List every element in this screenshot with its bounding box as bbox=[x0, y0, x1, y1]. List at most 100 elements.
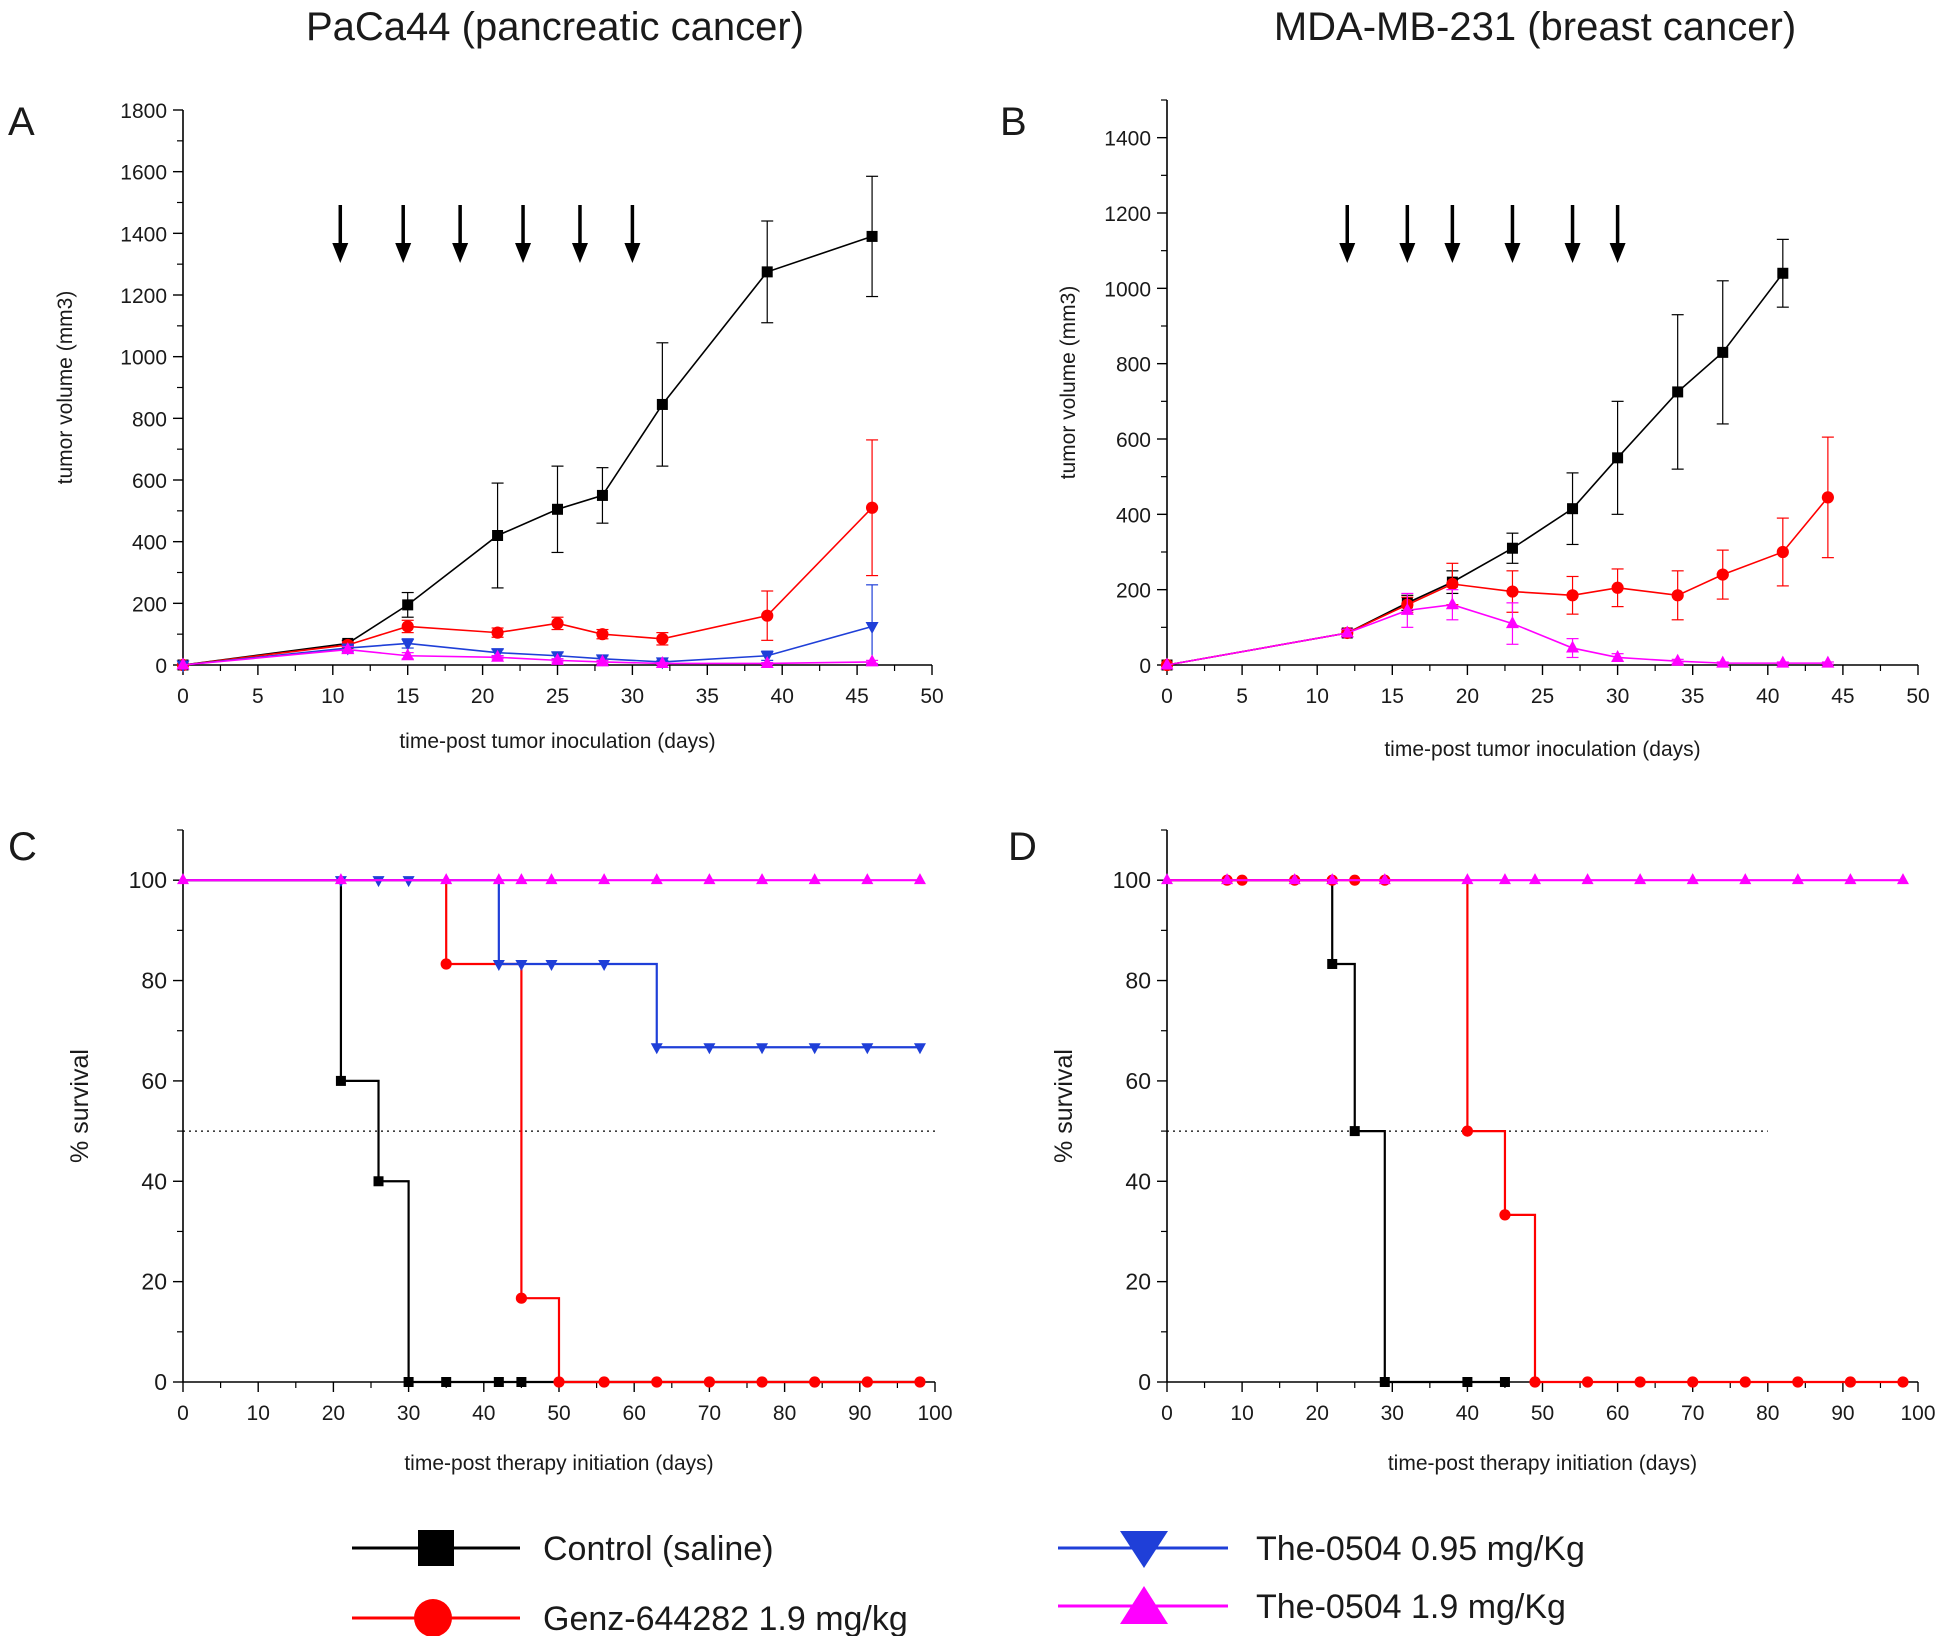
panel-a-dosing-arrowhead bbox=[515, 243, 532, 263]
panel-a-point-the19 bbox=[595, 654, 609, 667]
panel-d-point-genz bbox=[1739, 1376, 1751, 1388]
panel-b-dosing-arrowhead bbox=[1399, 243, 1416, 263]
panel-c-y-tick-label: 80 bbox=[141, 968, 167, 994]
panel-a-x-tick-label: 20 bbox=[471, 685, 494, 708]
panel-c-point-control bbox=[516, 1377, 527, 1387]
panel-a-dosing-arrowhead bbox=[332, 243, 349, 263]
panel-c-point-the095 bbox=[703, 1043, 716, 1055]
panel-c-point-the19 bbox=[492, 873, 505, 885]
panel-c-x-axis-title: time-post therapy initiation (days) bbox=[404, 1452, 713, 1475]
panel-c-x-tick-label: 0 bbox=[177, 1402, 189, 1425]
panel-b-x-tick-label: 30 bbox=[1606, 685, 1629, 708]
panel-c-x-tick-label: 60 bbox=[623, 1402, 646, 1425]
panel-b-y-axis-title: tumor volume (mm3) bbox=[1057, 286, 1080, 480]
panel-a-y-tick-label: 0 bbox=[155, 655, 167, 678]
legend-marker-the095 bbox=[1120, 1531, 1168, 1568]
panel-a-point-genz bbox=[656, 632, 669, 645]
panel-c-point-the095 bbox=[650, 1043, 663, 1055]
panel-c-x-tick-label: 70 bbox=[698, 1402, 721, 1425]
panel-a-line-genz bbox=[182, 507, 873, 666]
panel-b-x-axis-title: time-post tumor inoculation (days) bbox=[1384, 738, 1700, 761]
panel-a-y-axis-title: tumor volume (mm3) bbox=[54, 291, 77, 485]
panel-c-point-the19 bbox=[808, 873, 821, 885]
panel-d-point-genz bbox=[1897, 1376, 1909, 1388]
panel-d-point-the19 bbox=[1221, 873, 1234, 885]
panel-b-x-tick-label: 45 bbox=[1831, 685, 1854, 708]
panel-c-x-tick-label: 40 bbox=[472, 1402, 495, 1425]
panel-a-y-tick-label: 1800 bbox=[120, 100, 167, 123]
panel-a-x-tick-label: 5 bbox=[252, 685, 264, 708]
panel-c-point-the19 bbox=[515, 873, 528, 885]
panel-b-line-the19 bbox=[1166, 603, 1828, 666]
panel-b-point-genz bbox=[1776, 545, 1789, 559]
panel-a-point-genz bbox=[401, 620, 414, 633]
panel-a-point-control bbox=[866, 230, 878, 242]
legend-item-genz: Genz-644282 1.9 mg/kg bbox=[352, 1599, 908, 1636]
panel-b-y-tick-label: 1200 bbox=[1104, 203, 1151, 226]
panel-b-point-the19 bbox=[1340, 625, 1354, 638]
panel-d-point-genz bbox=[1792, 1376, 1804, 1388]
panel-c-series-the095 bbox=[183, 876, 926, 1055]
panel-b-x-tick-label: 50 bbox=[1906, 685, 1929, 708]
panel-a-x-tick-label: 10 bbox=[321, 685, 344, 708]
panel-c-y-tick-label: 100 bbox=[129, 867, 167, 893]
panel-b-line-genz bbox=[1166, 496, 1829, 666]
panel-b-point-control bbox=[1717, 346, 1729, 358]
panel-c-x-tick-label: 90 bbox=[848, 1402, 871, 1425]
panel-d-x-tick-label: 40 bbox=[1456, 1402, 1479, 1425]
panel-c-point-the095 bbox=[515, 959, 528, 971]
panel-b-point-the19 bbox=[1400, 602, 1414, 615]
panel-a-point-the19 bbox=[865, 654, 879, 667]
legend-marker-genz bbox=[414, 1599, 452, 1636]
panel-d-survival-chart: 0 10 20 30 40 50 60 70 80 90 100 0 20 40 60 80 100 time-p… bbox=[1050, 829, 1936, 1475]
panel-d-y-tick-label: 20 bbox=[1125, 1269, 1151, 1295]
panel-a-series-genz bbox=[176, 439, 879, 672]
panel-d-step-line-genz bbox=[1167, 879, 1903, 1384]
panel-a-point-the19 bbox=[655, 655, 669, 668]
panel-b-x-tick-label: 0 bbox=[1161, 685, 1173, 708]
panel-a-y-tick-label: 1200 bbox=[120, 285, 167, 308]
panel-a-x-tick-label: 30 bbox=[621, 685, 644, 708]
panel-c-series-control bbox=[183, 879, 920, 1387]
panel-a-dosing-arrowhead bbox=[624, 243, 641, 263]
panel-a-point-control bbox=[492, 530, 504, 541]
panel-b-tumor-volume-chart: 0 5 10 15 20 25 30 35 40 45 50 0 200 400 600 800 1000 120… bbox=[1057, 99, 1930, 761]
panel-b-point-genz bbox=[1446, 577, 1459, 591]
panel-d-point-genz bbox=[1581, 1376, 1594, 1388]
panel-d-x-tick-label: 20 bbox=[1306, 1402, 1329, 1425]
panel-a-point-control bbox=[656, 398, 668, 410]
legend-item-the095: The-0504 0.95 mg/Kg bbox=[1058, 1530, 1585, 1568]
panel-c-series-the19 bbox=[177, 873, 926, 885]
panel-a-y-tick-label: 800 bbox=[132, 408, 167, 431]
panel-d-y-tick-label: 80 bbox=[1125, 968, 1151, 994]
panel-b-point-control bbox=[1777, 267, 1789, 279]
panel-c-point-the19 bbox=[334, 873, 347, 885]
panel-a-y-tick-label: 400 bbox=[132, 532, 167, 555]
panel-a-line-control bbox=[182, 235, 873, 666]
panel-b-series-the19 bbox=[1160, 589, 1835, 670]
panel-b-point-control bbox=[1612, 452, 1624, 464]
panel-a-x-tick-label: 15 bbox=[396, 685, 419, 708]
panel-a-dosing-arrowhead bbox=[395, 243, 412, 263]
panel-d-point-the19 bbox=[1288, 873, 1301, 885]
panel-a-x-tick-label: 0 bbox=[177, 685, 189, 708]
panel-b-y-tick-label: 800 bbox=[1116, 354, 1151, 377]
panel-c-point-control bbox=[373, 1176, 384, 1187]
panel-d-x-tick-label: 10 bbox=[1230, 1402, 1253, 1425]
panel-c-x-tick-label: 10 bbox=[247, 1402, 270, 1425]
panel-c-point-the095 bbox=[492, 959, 505, 971]
panel-a-dosing-arrowhead bbox=[452, 243, 469, 263]
legend-label-genz: Genz-644282 1.9 mg/kg bbox=[543, 1600, 908, 1636]
panel-d-x-tick-label: 0 bbox=[1161, 1402, 1173, 1425]
panel-letter-a: A bbox=[8, 100, 35, 144]
panel-a-series-the19 bbox=[176, 642, 879, 670]
panel-a-point-genz bbox=[761, 609, 774, 622]
panel-c-point-the095 bbox=[756, 1043, 769, 1055]
panel-a-point-the095 bbox=[401, 638, 415, 651]
panel-c-point-control bbox=[493, 1377, 504, 1387]
panel-b-y-tick-label: 600 bbox=[1116, 429, 1151, 452]
panel-c-point-the19 bbox=[177, 873, 189, 885]
panel-d-point-the19 bbox=[1378, 873, 1391, 885]
panel-d-y-tick-label: 0 bbox=[1138, 1369, 1151, 1395]
